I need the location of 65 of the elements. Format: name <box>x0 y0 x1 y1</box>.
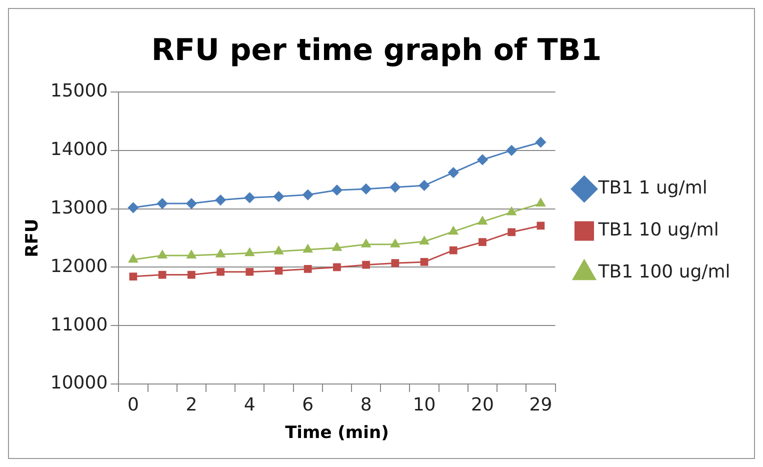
x-tick-label: 6 <box>302 394 314 416</box>
legend-label: TB1 1 ug/ml <box>597 178 708 199</box>
point <box>302 190 314 200</box>
point <box>333 263 341 272</box>
point <box>332 184 342 196</box>
point <box>360 184 372 194</box>
point <box>216 268 224 276</box>
point <box>304 265 312 273</box>
point <box>448 167 459 178</box>
y-tick-label: 13000 <box>50 197 108 218</box>
x-tick-label: 0 <box>127 394 139 416</box>
y-tick-label: 11000 <box>50 314 108 336</box>
point <box>390 182 400 192</box>
point <box>361 239 371 248</box>
point <box>449 246 458 254</box>
x-tick-label: 2 <box>186 394 198 416</box>
x-tick-label: 29 <box>529 394 552 416</box>
legend-label: TB1 100 ug/ml <box>597 262 730 283</box>
point <box>478 216 488 225</box>
point <box>391 259 400 268</box>
point <box>244 192 255 203</box>
point <box>390 239 400 248</box>
point <box>129 272 138 280</box>
x-tick-label: 20 <box>471 394 494 416</box>
point <box>215 194 226 206</box>
point <box>536 198 546 207</box>
y-axis-title: RFU <box>22 218 43 258</box>
point <box>420 236 429 245</box>
x-tick-label: 10 <box>412 394 436 416</box>
point <box>508 228 516 236</box>
point <box>506 145 517 156</box>
point <box>128 254 138 263</box>
y-tick-label: 12000 <box>50 256 108 277</box>
point <box>128 202 138 213</box>
point <box>420 258 428 266</box>
point <box>274 266 283 275</box>
point <box>535 136 546 148</box>
y-tick-label: 10000 <box>50 372 108 394</box>
point <box>246 268 254 276</box>
point <box>273 191 284 202</box>
chart-title: RFU per time graph of TB1 <box>151 32 602 68</box>
point <box>332 242 342 251</box>
point <box>157 198 168 209</box>
point <box>477 154 488 165</box>
point <box>419 180 430 191</box>
point <box>186 250 196 259</box>
point <box>186 198 197 209</box>
legend-label: TB1 10 ug/ml <box>597 220 719 241</box>
y-tick-label: 14000 <box>50 139 108 160</box>
point <box>244 248 254 256</box>
point <box>448 226 458 235</box>
x-tick-label: 8 <box>360 394 372 416</box>
point <box>303 244 312 253</box>
point <box>478 238 486 246</box>
point <box>158 270 166 279</box>
x-axis-title: Time (min) <box>285 423 389 444</box>
point <box>536 222 545 230</box>
point <box>362 260 370 269</box>
point <box>158 250 167 259</box>
point <box>274 246 284 254</box>
point <box>187 270 196 279</box>
y-tick-label: 15000 <box>50 80 108 102</box>
x-tick-label: 4 <box>244 394 256 416</box>
point <box>506 207 516 216</box>
point <box>216 249 226 258</box>
